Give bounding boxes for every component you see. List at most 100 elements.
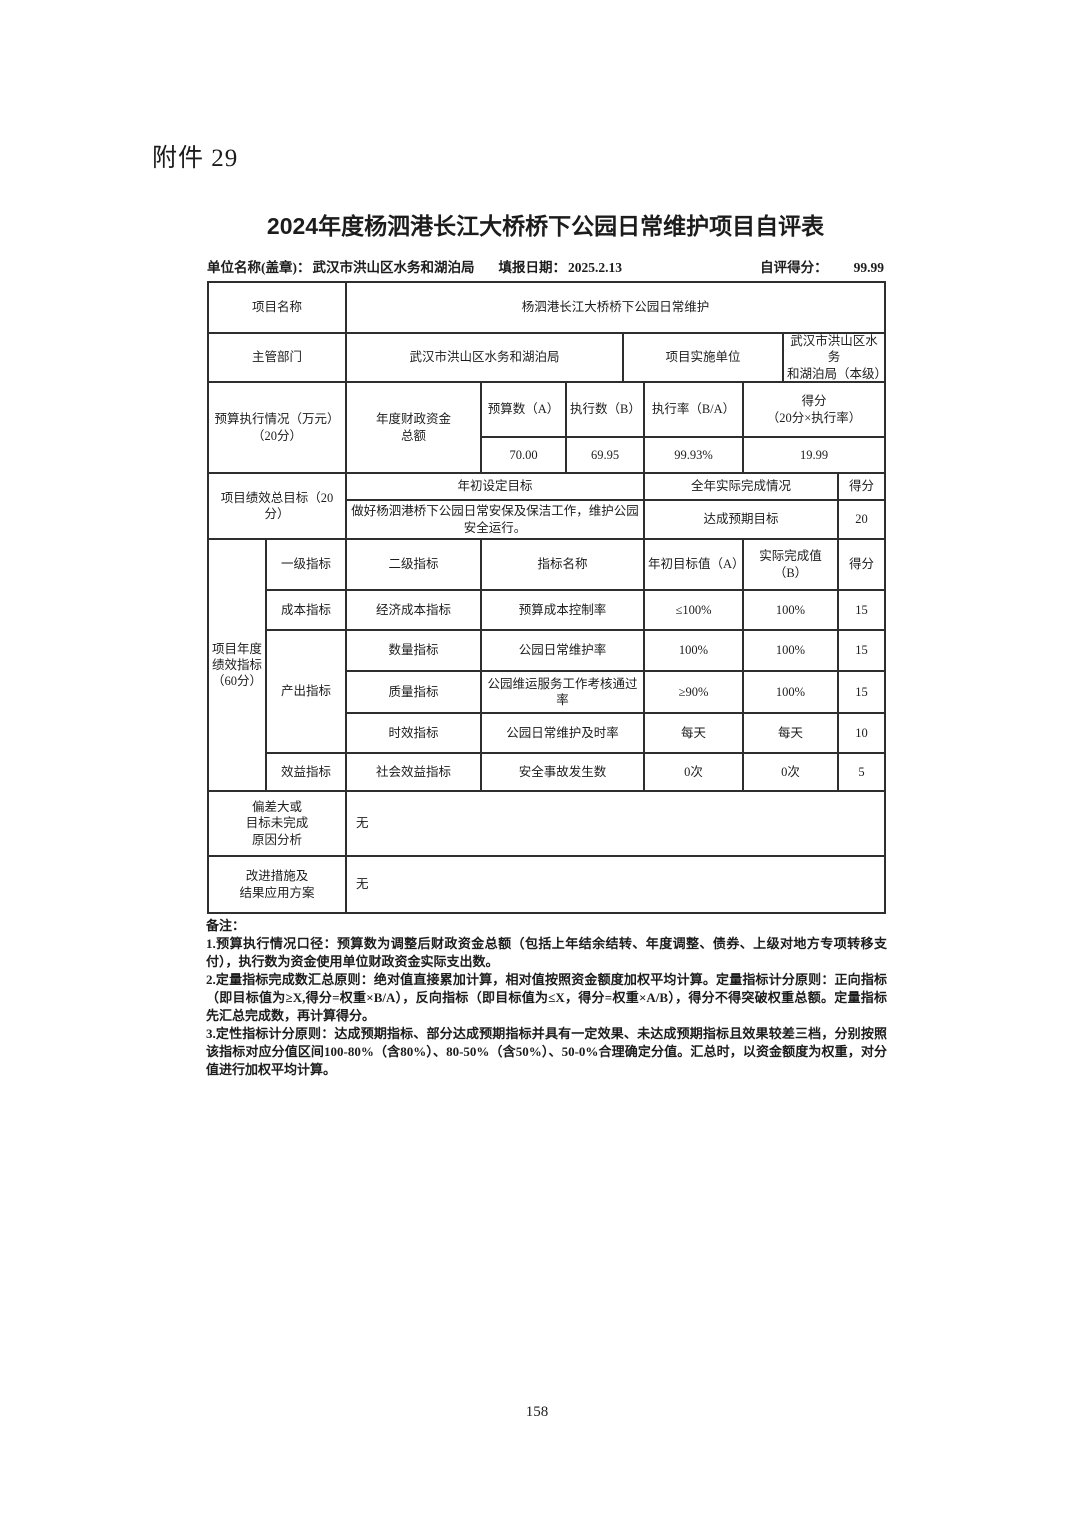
indicator-target: 100%	[645, 631, 744, 672]
indicator-row-benefit: 效益指标 社会效益指标 安全事故发生数 0次 0次 5	[267, 754, 886, 792]
deviation-row: 偏差大或 目标未完成 原因分析 无	[209, 792, 886, 857]
execution-rate-value: 99.93%	[645, 438, 744, 474]
col-header-score: 得分	[839, 540, 886, 591]
improvement-value-cell: 无	[347, 857, 886, 914]
unit-value: 武汉市洪山区水务和湖泊局	[312, 260, 475, 275]
self-score-value: 99.99	[853, 260, 884, 275]
budget-col-header: 预算数（A）	[482, 383, 567, 438]
remark-item-2: 2.定量指标完成数汇总原则：绝对值直接累加计算，相对值按照资金额度加权平均计算。…	[206, 972, 887, 1023]
improvement-row: 改进措施及 结果应用方案 无	[209, 857, 886, 914]
budget-columns-block: 预算数（A） 执行数（B） 执行率（B/A） 得分 （20分×执行率） 70.0…	[482, 383, 886, 474]
indicator-actual: 100%	[744, 591, 839, 631]
indicator-row-timeliness: 时效指标 公园日常维护及时率 每天 每天 10	[347, 714, 886, 754]
report-date-label: 填报日期：	[498, 260, 567, 275]
budget-header-row: 预算数（A） 执行数（B） 执行率（B/A） 得分 （20分×执行率）	[482, 383, 886, 438]
dept-label-cell: 主管部门	[209, 334, 347, 383]
indicator-row-quality: 质量指标 公园维运服务工作考核通过率 ≥90% 100% 15	[347, 672, 886, 714]
goal-actual-value: 达成预期目标	[645, 501, 839, 540]
goal-score-header: 得分	[839, 474, 886, 501]
self-score-label: 自评得分：	[760, 260, 828, 275]
table-row: 项目名称 杨泗港长江大桥桥下公园日常维护	[209, 283, 886, 334]
col-header-level1: 一级指标	[267, 540, 347, 591]
indicator-level2: 数量指标	[347, 631, 482, 672]
annual-fund-label-cell: 年度财政资金 总额	[347, 383, 482, 474]
impl-unit-label-cell: 项目实施单位	[624, 334, 784, 383]
indicator-level1: 效益指标	[267, 754, 347, 792]
budget-col-header: 得分 （20分×执行率）	[744, 383, 886, 438]
goal-row-label-cell: 项目绩效总目标（20分）	[209, 474, 347, 540]
budget-row-label-cell: 预算执行情况（万元） （20分）	[209, 383, 347, 474]
page-number: 158	[525, 1404, 549, 1420]
project-name-label-cell: 项目名称	[209, 283, 347, 334]
page-title: 2024年度杨泗港长江大桥桥下公园日常维护项目自评表	[266, 213, 825, 239]
indicator-row-cost: 成本指标 经济成本指标 预算成本控制率 ≤100% 100% 15	[267, 591, 886, 631]
improvement-label-cell: 改进措施及 结果应用方案	[209, 857, 347, 914]
meta-line: 单位名称(盖章)： 武汉市洪山区水务和湖泊局 填报日期： 2025.2.13 自…	[207, 256, 884, 276]
indicator-level1: 产出指标	[267, 631, 347, 754]
table-row: 主管部门 武汉市洪山区水务和湖泊局 项目实施单位 武汉市洪山区水务 和湖泊局（本…	[209, 334, 886, 383]
indicator-level1: 成本指标	[267, 591, 347, 631]
remarks-title: 备注：	[206, 918, 246, 933]
indicator-level2: 时效指标	[347, 714, 482, 754]
remark-item-1: 1.预算执行情况口径：预算数为调整后财政资金总额（包括上年结余结转、年度调整、债…	[206, 936, 887, 969]
goal-values-row: 做好杨泗港桥下公园日常安保及保洁工作，维护公园安全运行。 达成预期目标 20	[347, 501, 886, 540]
budget-col-header: 执行数（B）	[567, 383, 645, 438]
goal-actual-header: 全年实际完成情况	[645, 474, 839, 501]
indicator-name: 公园维运服务工作考核通过率	[482, 672, 645, 714]
indicator-score: 5	[839, 754, 886, 792]
indicator-actual: 每天	[744, 714, 839, 754]
col-header-level2: 二级指标	[347, 540, 482, 591]
goal-columns-block: 年初设定目标 全年实际完成情况 得分 做好杨泗港桥下公园日常安保及保洁工作，维护…	[347, 474, 886, 540]
indicator-row-quantity: 数量指标 公园日常维护率 100% 100% 15	[347, 631, 886, 672]
budget-col-header: 执行率（B/A）	[645, 383, 744, 438]
budget-amount-value: 70.00	[482, 438, 567, 474]
indicator-score: 15	[839, 672, 886, 714]
indicator-actual: 100%	[744, 631, 839, 672]
budget-score-value: 19.99	[744, 438, 886, 474]
report-date-value: 2025.2.13	[568, 260, 622, 275]
col-header-actual: 实际完成值（B）	[744, 540, 839, 591]
goal-score-value: 20	[839, 501, 886, 540]
indicator-actual: 100%	[744, 672, 839, 714]
deviation-value-cell: 无	[347, 792, 886, 857]
col-header-target: 年初目标值（A）	[645, 540, 744, 591]
budget-values-row: 70.00 69.95 99.93% 19.99	[482, 438, 886, 474]
indicator-level2: 经济成本指标	[347, 591, 482, 631]
indicator-target: ≤100%	[645, 591, 744, 631]
goal-header-row: 年初设定目标 全年实际完成情况 得分	[347, 474, 886, 501]
budget-execution-row: 预算执行情况（万元） （20分） 年度财政资金 总额 预算数（A） 执行数（B）…	[209, 383, 886, 474]
indicator-target: ≥90%	[645, 672, 744, 714]
indicator-name: 安全事故发生数	[482, 754, 645, 792]
output-subrows-block: 数量指标 公园日常维护率 100% 100% 15 质量指标 公园维运服务工作考…	[347, 631, 886, 754]
indicators-header-row: 一级指标 二级指标 指标名称 年初目标值（A） 实际完成值（B） 得分	[267, 540, 886, 591]
attachment-label: 附件 29	[152, 145, 239, 172]
indicator-target: 每天	[645, 714, 744, 754]
deviation-label-cell: 偏差大或 目标未完成 原因分析	[209, 792, 347, 857]
indicator-level2: 社会效益指标	[347, 754, 482, 792]
project-name-value-cell: 杨泗港长江大桥桥下公园日常维护	[347, 283, 886, 334]
indicator-name: 公园日常维护及时率	[482, 714, 645, 754]
col-header-name: 指标名称	[482, 540, 645, 591]
indicators-section-label-cell: 项目年度 绩效指标 （60分）	[209, 540, 267, 792]
goal-set-value: 做好杨泗港桥下公园日常安保及保洁工作，维护公园安全运行。	[347, 501, 645, 540]
indicator-score: 15	[839, 591, 886, 631]
indicator-score: 15	[839, 631, 886, 672]
indicators-block: 一级指标 二级指标 指标名称 年初目标值（A） 实际完成值（B） 得分 成本指标…	[267, 540, 886, 792]
self-evaluation-table: 项目名称 杨泗港长江大桥桥下公园日常维护 主管部门 武汉市洪山区水务和湖泊局 项…	[207, 281, 886, 914]
indicators-band: 项目年度 绩效指标 （60分） 一级指标 二级指标 指标名称 年初目标值（A） …	[209, 540, 886, 792]
indicator-group-output: 产出指标 数量指标 公园日常维护率 100% 100% 15 质量指标 公园维运…	[267, 631, 886, 754]
unit-label: 单位名称(盖章)：	[207, 260, 311, 275]
remarks-block: 备注： 1.预算执行情况口径：预算数为调整后财政资金总额（包括上年结余结转、年度…	[206, 917, 887, 1079]
remark-item-3: 3.定性指标计分原则：达成预期指标、部分达成预期指标并具有一定效果、未达成预期指…	[206, 1026, 887, 1077]
dept-value-cell: 武汉市洪山区水务和湖泊局	[347, 334, 624, 383]
indicator-score: 10	[839, 714, 886, 754]
executed-amount-value: 69.95	[567, 438, 645, 474]
indicator-level2: 质量指标	[347, 672, 482, 714]
goal-set-header: 年初设定目标	[347, 474, 645, 501]
indicator-name: 公园日常维护率	[482, 631, 645, 672]
impl-unit-value-cell: 武汉市洪山区水务 和湖泊局（本级）	[784, 334, 886, 383]
indicator-name: 预算成本控制率	[482, 591, 645, 631]
indicator-target: 0次	[645, 754, 744, 792]
performance-goal-row: 项目绩效总目标（20分） 年初设定目标 全年实际完成情况 得分 做好杨泗港桥下公…	[209, 474, 886, 540]
